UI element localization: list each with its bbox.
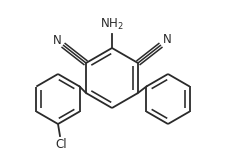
Text: N: N — [163, 33, 171, 46]
Text: NH$_2$: NH$_2$ — [100, 17, 124, 32]
Text: N: N — [53, 33, 61, 46]
Text: Cl: Cl — [55, 138, 67, 148]
